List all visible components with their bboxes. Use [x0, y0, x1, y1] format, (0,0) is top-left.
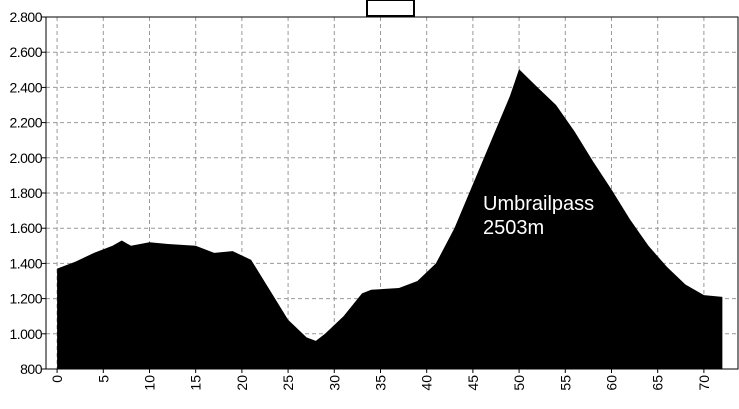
x-tick-label: 50 [511, 375, 527, 391]
x-tick-label: 10 [141, 375, 157, 391]
plot-frame [45, 16, 739, 370]
y-tick-label: 1.800 [9, 185, 42, 201]
y-tick-label: 2.400 [9, 79, 42, 95]
y-tick-label: 800 [20, 361, 43, 377]
x-tick-label: 35 [372, 375, 388, 391]
y-tick-label: 1.600 [9, 220, 42, 236]
x-tick-label: 5 [95, 375, 111, 383]
y-tick-label: 1.400 [9, 255, 42, 271]
legend-box [366, 0, 415, 17]
annotation: Umbrailpass [483, 193, 594, 215]
y-tick-label: 1.200 [9, 291, 42, 307]
y-tick-label: 2.000 [9, 150, 42, 166]
x-tick-label: 40 [419, 375, 435, 391]
x-tick-label: 70 [696, 375, 712, 391]
y-tick-label: 2.200 [9, 115, 42, 131]
x-tick-label: 0 [49, 375, 65, 383]
y-tick-label: 2.600 [9, 44, 42, 60]
elevation-area [57, 69, 723, 369]
x-tick-label: 30 [326, 375, 342, 391]
y-tick-label: 2.800 [9, 9, 42, 25]
x-tick-label: 25 [280, 375, 296, 391]
x-tick-label: 55 [557, 375, 573, 391]
y-tick-label: 1.000 [9, 326, 42, 342]
x-tick-label: 20 [234, 375, 250, 391]
x-tick-label: 60 [603, 375, 619, 391]
x-tick-label: 65 [650, 375, 666, 391]
x-tick-label: 45 [465, 375, 481, 391]
annotation: 2503m [483, 217, 544, 239]
x-tick-label: 15 [188, 375, 204, 391]
